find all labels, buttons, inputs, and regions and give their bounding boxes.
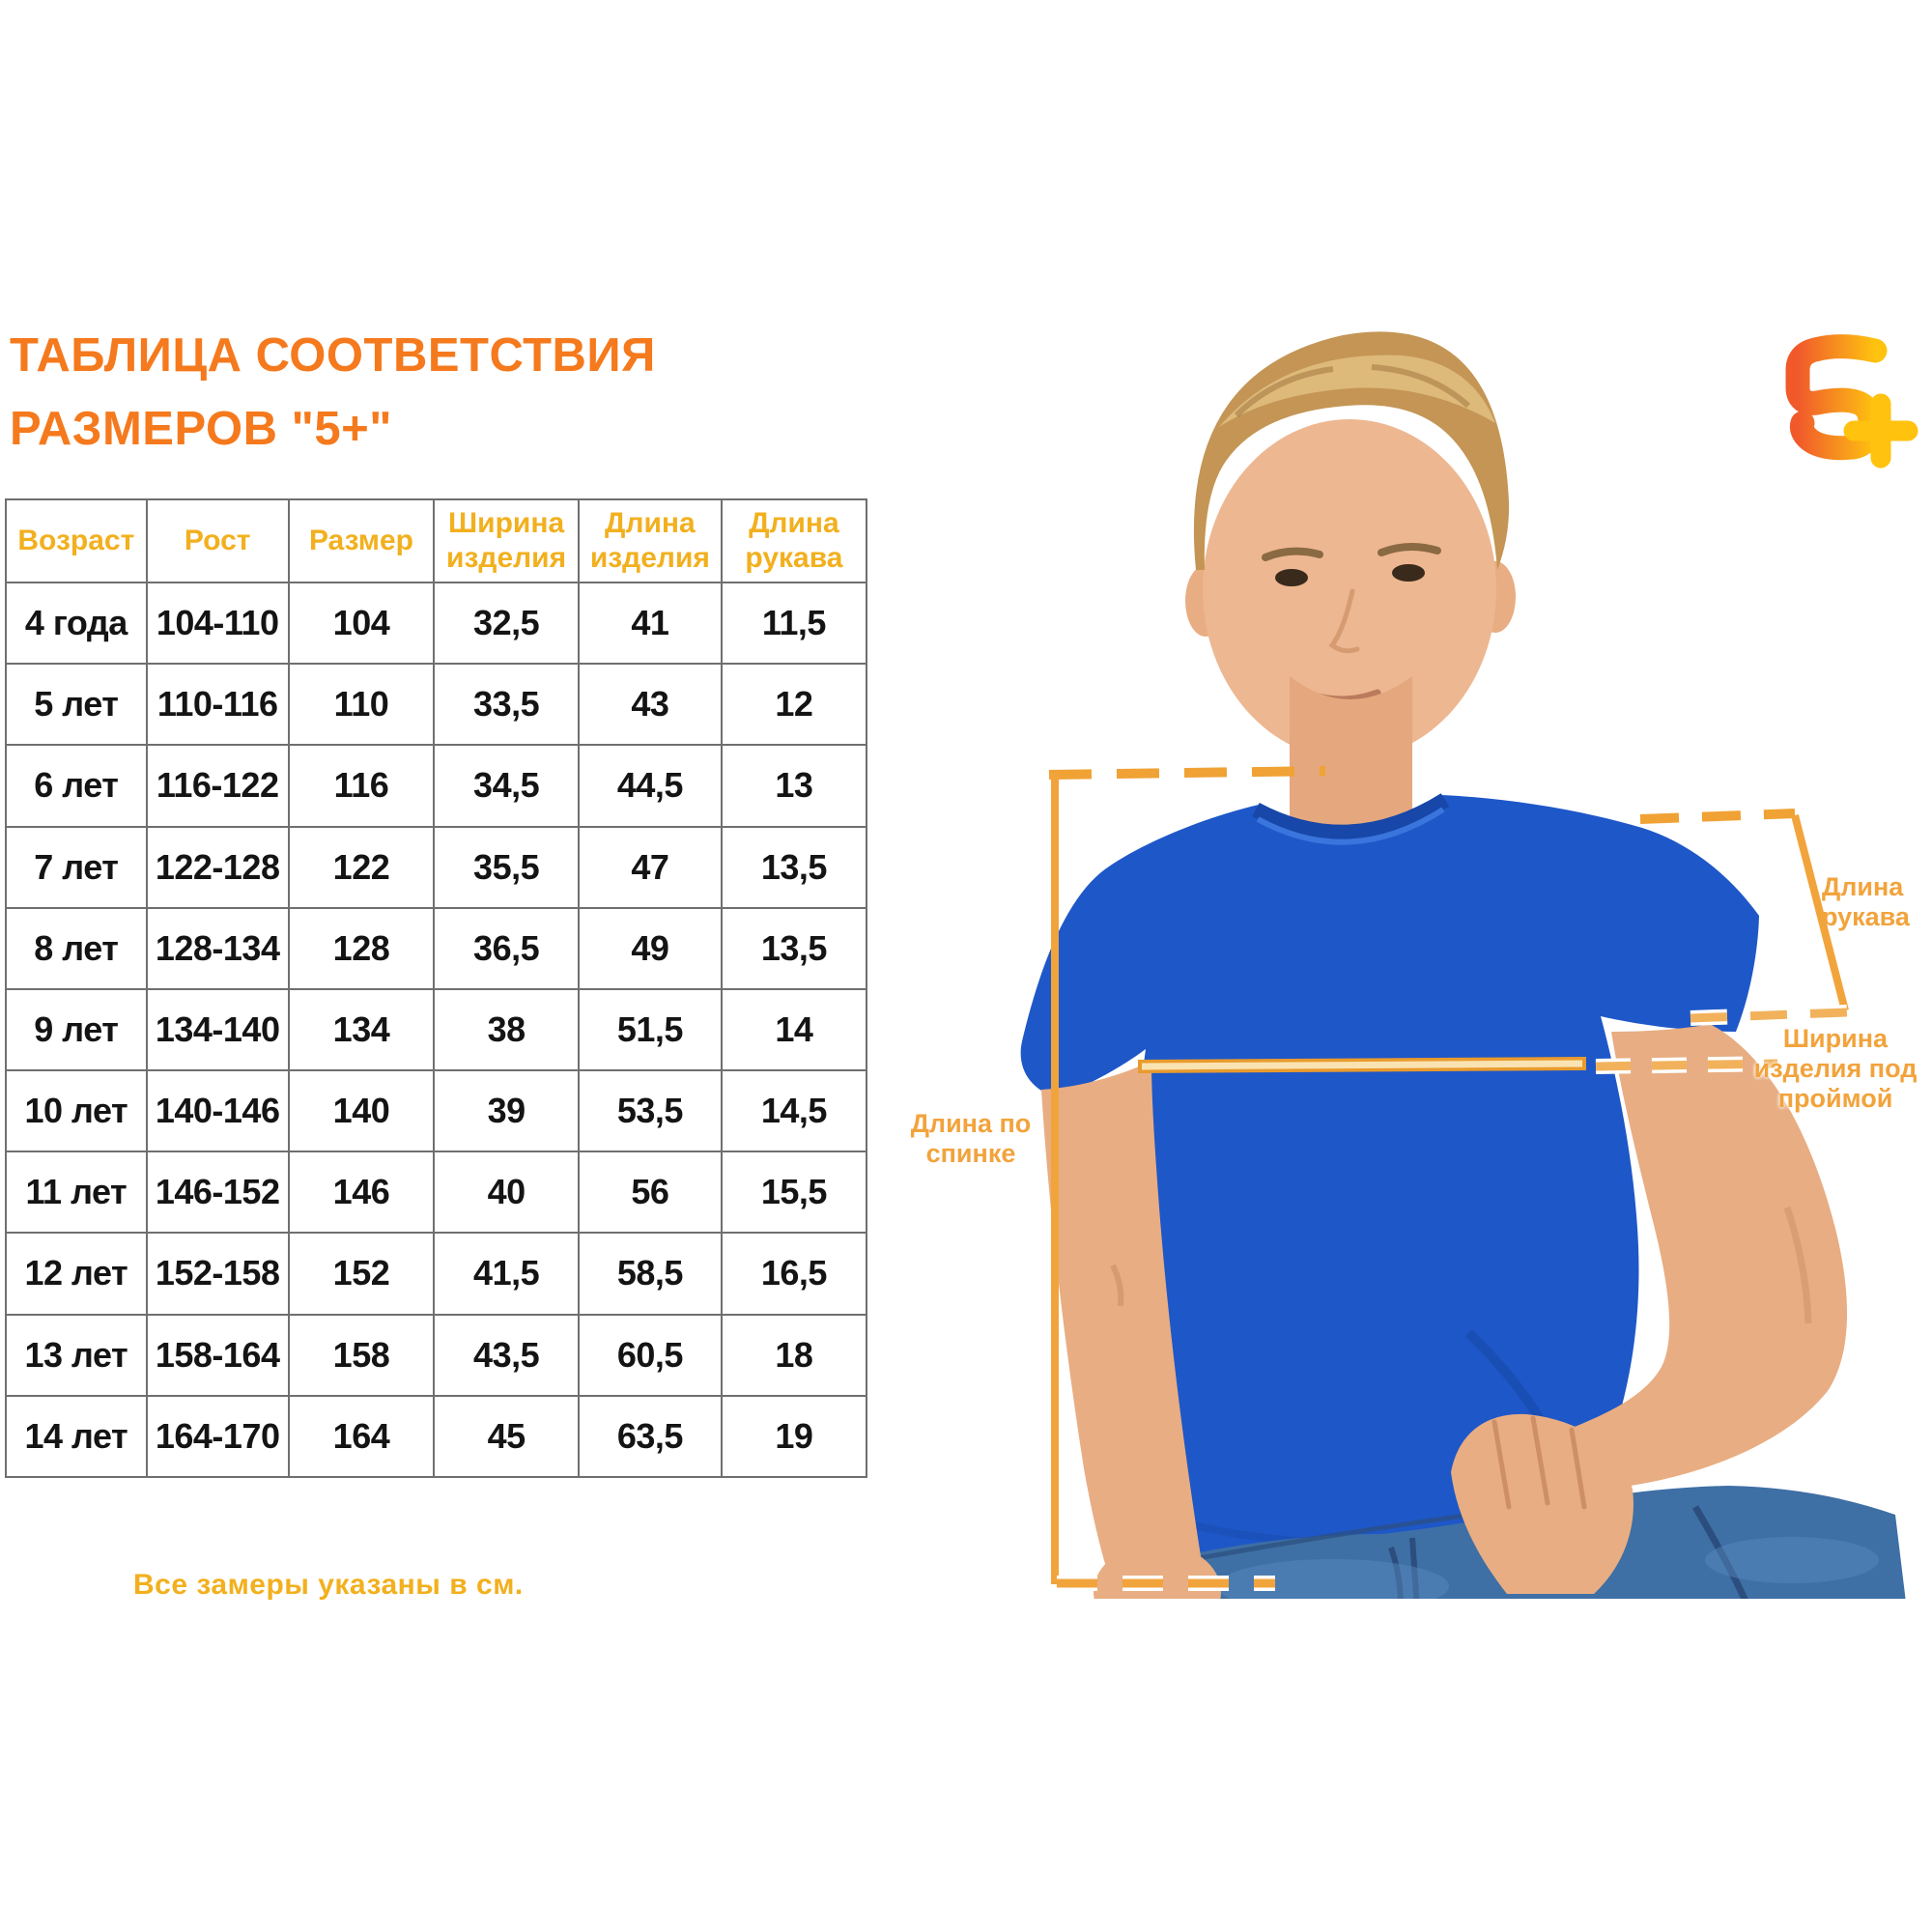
table-cell: 45 [433,1394,580,1479]
table-cell: 13 [720,744,868,828]
table-cell: 19 [720,1394,868,1479]
table-cell: 104-110 [145,581,290,666]
table-cell: 6 лет [5,744,148,828]
size-table-header: Возраст Рост Размер Ширина изделия Длина изд… [5,498,868,583]
table-cell: 41 [577,581,723,666]
table-cell: 134-140 [145,987,290,1072]
table-cell: 41,5 [433,1232,580,1316]
table-cell: 36,5 [433,906,580,990]
size-table-body: 4 года 104-110 104 32,5 41 11,5 5 лет 110-116 11… [5,581,868,1479]
table-cell: 4 года [5,581,148,666]
table-cell: 128 [287,906,436,990]
table-cell: 44,5 [577,744,723,828]
table-cell: 47 [577,825,723,909]
sleeve-length-label: Длина рукава [1822,872,1910,931]
table-cell: 122-128 [145,825,290,909]
page-title: ТАБЛИЦА СООТВЕТСТВИЯ РАЗМЕРОВ "5+" [10,319,686,466]
table-cell: 39 [433,1069,580,1153]
width-under-armhole-label: Ширина изделия под проймой [1753,1024,1918,1113]
table-cell: 53,5 [577,1069,723,1153]
table-cell: 9 лет [5,987,148,1072]
table-cell: 60,5 [577,1313,723,1397]
table-row: 6 лет 116-122 116 34,5 44,5 13 [5,744,868,828]
table-cell: 49 [577,906,723,990]
table-cell: 164-170 [145,1394,290,1479]
header-cell: Размер [287,498,436,583]
table-cell: 58,5 [577,1232,723,1316]
table-cell: 34,5 [433,744,580,828]
header-cell: Длина изделия [577,498,723,583]
table-cell: 40 [433,1151,580,1235]
table-cell: 32,5 [433,581,580,666]
table-row: 4 года 104-110 104 32,5 41 11,5 [5,581,868,666]
page-title-line1: ТАБЛИЦА СООТВЕТСТВИЯ [10,329,656,382]
table-row: 13 лет 158-164 158 43,5 60,5 18 [5,1313,868,1397]
header-cell: Длина рукава [720,498,868,583]
table-row: 8 лет 128-134 128 36,5 49 13,5 [5,906,868,990]
table-cell: 63,5 [577,1394,723,1479]
page-title-line2: РАЗМЕРОВ "5+" [10,403,392,455]
table-cell: 5 лет [5,663,148,747]
table-cell: 11,5 [720,581,868,666]
table-row: 10 лет 140-146 140 39 53,5 14,5 [5,1069,868,1153]
size-table: Возраст Рост Размер Ширина изделия Длина изд… [5,498,868,1479]
table-row: 11 лет 146-152 146 40 56 15,5 [5,1151,868,1235]
table-cell: 134 [287,987,436,1072]
table-cell: 14 [720,987,868,1072]
table-cell: 14 лет [5,1394,148,1479]
table-cell: 10 лет [5,1069,148,1153]
table-cell: 51,5 [577,987,723,1072]
header-cell: Рост [145,498,290,583]
table-cell: 12 [720,663,868,747]
table-cell: 158 [287,1313,436,1397]
table-cell: 116-122 [145,744,290,828]
table-cell: 13,5 [720,906,868,990]
table-cell: 146 [287,1151,436,1235]
table-cell: 104 [287,581,436,666]
table-cell: 140 [287,1069,436,1153]
table-row: 9 лет 134-140 134 38 51,5 14 [5,987,868,1072]
table-cell: 8 лет [5,906,148,990]
table-cell: 158-164 [145,1313,290,1397]
table-cell: 33,5 [433,663,580,747]
table-cell: 43,5 [433,1313,580,1397]
table-cell: 43 [577,663,723,747]
table-cell: 152-158 [145,1232,290,1316]
table-cell: 146-152 [145,1151,290,1235]
table-cell: 116 [287,744,436,828]
table-cell: 7 лет [5,825,148,909]
table-cell: 122 [287,825,436,909]
table-cell: 152 [287,1232,436,1316]
table-cell: 56 [577,1151,723,1235]
measurements-note: Все замеры указаны в см. [133,1569,524,1601]
table-cell: 14,5 [720,1069,868,1153]
header-cell: Ширина изделия [433,498,580,583]
table-row: 7 лет 122-128 122 35,5 47 13,5 [5,825,868,909]
table-row: 12 лет 152-158 152 41,5 58,5 16,5 [5,1232,868,1316]
brand-logo-5plus-icon [1785,334,1918,469]
table-cell: 164 [287,1394,436,1479]
table-row: 5 лет 110-116 110 33,5 43 12 [5,663,868,747]
table-cell: 110-116 [145,663,290,747]
table-row: 14 лет 164-170 164 45 63,5 19 [5,1394,868,1479]
table-cell: 128-134 [145,906,290,990]
table-cell: 140-146 [145,1069,290,1153]
header-cell: Возраст [5,498,148,583]
boy-photo-diagram [1020,331,1906,1599]
table-cell: 110 [287,663,436,747]
table-cell: 11 лет [5,1151,148,1235]
table-cell: 15,5 [720,1151,868,1235]
table-cell: 18 [720,1313,868,1397]
table-cell: 35,5 [433,825,580,909]
table-cell: 12 лет [5,1232,148,1316]
table-cell: 13 лет [5,1313,148,1397]
table-cell: 13,5 [720,825,868,909]
back-length-label: Длина по спинке [910,1109,1032,1168]
table-cell: 38 [433,987,580,1072]
table-cell: 16,5 [720,1232,868,1316]
